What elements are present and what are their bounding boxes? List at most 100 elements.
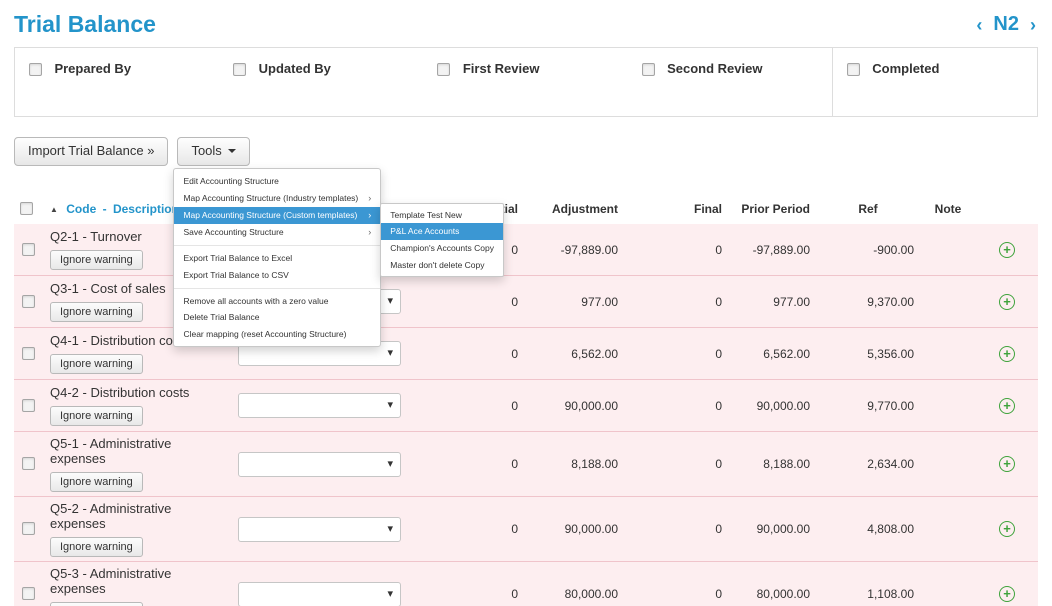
account-row: Q3-1 - Cost of sales Ignore warning ▾ 0 … [14,276,1038,328]
filter-completed[interactable]: Completed [832,48,1037,116]
ignore-warning-button[interactable]: Ignore warning [50,537,143,557]
submenu-item-champions-accounts-copy[interactable]: Champion's Accounts Copy [381,240,503,257]
row-checkbox[interactable] [22,399,35,412]
final-value: 90,000.00 [728,380,816,432]
menu-item-export-excel[interactable]: Export Trial Balance to Excel [174,250,380,267]
ignore-warning-button[interactable]: Ignore warning [50,302,143,322]
ignore-warning-button[interactable]: Ignore warning [50,406,143,426]
interim-value: 0 [424,432,524,497]
filter-label: First Review [463,61,540,76]
menu-item-edit-accounting-structure[interactable]: Edit Accounting Structure [174,173,380,190]
add-note-icon[interactable]: + [999,586,1015,602]
import-trial-balance-button[interactable]: Import Trial Balance » [14,137,168,166]
row-checkbox[interactable] [22,457,35,470]
caret-down-icon: ▾ [387,587,393,600]
adjustment-value: 0 [624,562,728,606]
submenu-caret-icon: › [358,210,371,221]
final-value: -97,889.00 [728,224,816,276]
header-note: Note [920,194,976,224]
menu-item-save-accounting-structure[interactable]: Save Accounting Structure › [174,224,380,241]
menu-item-delete-trial-balance[interactable]: Delete Trial Balance [174,309,380,326]
add-note-icon[interactable]: + [999,398,1015,414]
ignore-warning-button[interactable]: Ignore warning [50,602,143,606]
trial-balance-table: ▲ Code - Description Interim Initial Adj… [14,194,1038,606]
filter-first-review[interactable]: First Review [423,48,627,116]
adjustment-value: 0 [624,432,728,497]
page-title: Trial Balance [14,11,156,38]
add-note-icon[interactable]: + [999,521,1015,537]
row-checkbox[interactable] [22,347,35,360]
account-mapping-select[interactable]: ▾ [238,393,401,418]
select-all-checkbox[interactable] [20,202,33,215]
menu-item-label: Template Test New [390,210,462,221]
updated-by-checkbox[interactable] [233,63,246,76]
menu-divider [174,288,380,289]
menu-item-remove-zero-accounts[interactable]: Remove all accounts with a zero value [174,293,380,310]
menu-item-map-custom-templates[interactable]: Map Accounting Structure (Custom templat… [174,207,380,224]
add-note-icon[interactable]: + [999,346,1015,362]
sort-by-description-header[interactable]: Description [113,202,179,216]
account-code: Q5-3 - Administrative expenses [50,566,226,596]
first-review-checkbox[interactable] [437,63,450,76]
menu-item-clear-mapping[interactable]: Clear mapping (reset Accounting Structur… [174,326,380,343]
header-adjustment: Adjustment [524,194,624,224]
final-value: 6,562.00 [728,328,816,380]
submenu-item-pl-ace-accounts[interactable]: P&L Ace Accounts [381,223,503,240]
filter-label: Second Review [667,61,762,76]
filter-updated-by[interactable]: Updated By [219,48,423,116]
second-review-checkbox[interactable] [642,63,655,76]
row-checkbox[interactable] [22,295,35,308]
ignore-warning-button[interactable]: Ignore warning [50,472,143,492]
page-header: Trial Balance ‹ N2 › [14,0,1038,47]
interim-value: 0 [424,562,524,606]
header-final: Final [624,194,728,224]
prev-workpaper-icon[interactable]: ‹ [976,16,982,34]
sort-asc-icon[interactable]: ▲ [50,205,58,214]
interim-value: 0 [424,380,524,432]
ignore-warning-button[interactable]: Ignore warning [50,250,143,270]
adjustment-value: 0 [624,497,728,562]
prior-period-value: 4,808.00 [816,497,920,562]
add-note-icon[interactable]: + [999,242,1015,258]
tools-dropdown-menu: Edit Accounting Structure Map Accounting… [173,168,381,348]
ignore-warning-button[interactable]: Ignore warning [50,354,143,374]
toolbar: Import Trial Balance » Tools Edit Accoun… [14,137,1038,166]
menu-item-map-industry-templates[interactable]: Map Accounting Structure (Industry templ… [174,190,380,207]
menu-item-export-csv[interactable]: Export Trial Balance to CSV [174,267,380,284]
completed-checkbox[interactable] [847,63,860,76]
menu-item-label: Delete Trial Balance [183,312,259,323]
add-note-icon[interactable]: + [999,294,1015,310]
submenu-caret-icon: › [358,227,371,238]
tools-button[interactable]: Tools [177,137,249,166]
row-checkbox[interactable] [22,522,35,535]
filter-second-review[interactable]: Second Review [628,48,832,116]
next-workpaper-icon[interactable]: › [1030,16,1036,34]
prepared-by-checkbox[interactable] [29,63,42,76]
header-prior-period: Prior Period [728,194,816,224]
submenu-item-master-dont-delete-copy[interactable]: Master don't delete Copy [381,257,503,274]
row-checkbox[interactable] [22,243,35,256]
menu-item-label: Remove all accounts with a zero value [183,296,328,307]
initial-value: 90,000.00 [524,380,624,432]
account-row: Q4-1 - Distribution costs Ignore warning… [14,328,1038,380]
sort-by-code-header[interactable]: Code [66,202,96,216]
account-mapping-select[interactable]: ▾ [238,452,401,477]
initial-value: -97,889.00 [524,224,624,276]
account-mapping-select[interactable]: ▾ [238,582,401,606]
filter-prepared-by[interactable]: Prepared By [15,48,219,116]
custom-templates-submenu: Template Test New P&L Ace Accounts Champ… [380,203,504,278]
add-note-icon[interactable]: + [999,456,1015,472]
menu-item-label: Export Trial Balance to CSV [183,270,288,281]
initial-value: 90,000.00 [524,497,624,562]
adjustment-value: 0 [624,328,728,380]
tools-button-label: Tools [191,143,221,158]
table-header-row: ▲ Code - Description Interim Initial Adj… [14,194,1038,224]
submenu-item-template-test-new[interactable]: Template Test New [381,207,503,224]
caret-down-icon: ▾ [387,457,393,470]
menu-item-label: P&L Ace Accounts [390,226,459,237]
menu-item-label: Clear mapping (reset Accounting Structur… [183,329,346,340]
initial-value: 6,562.00 [524,328,624,380]
row-checkbox[interactable] [22,587,35,600]
account-mapping-select[interactable]: ▾ [238,517,401,542]
ref-cell [920,497,976,562]
